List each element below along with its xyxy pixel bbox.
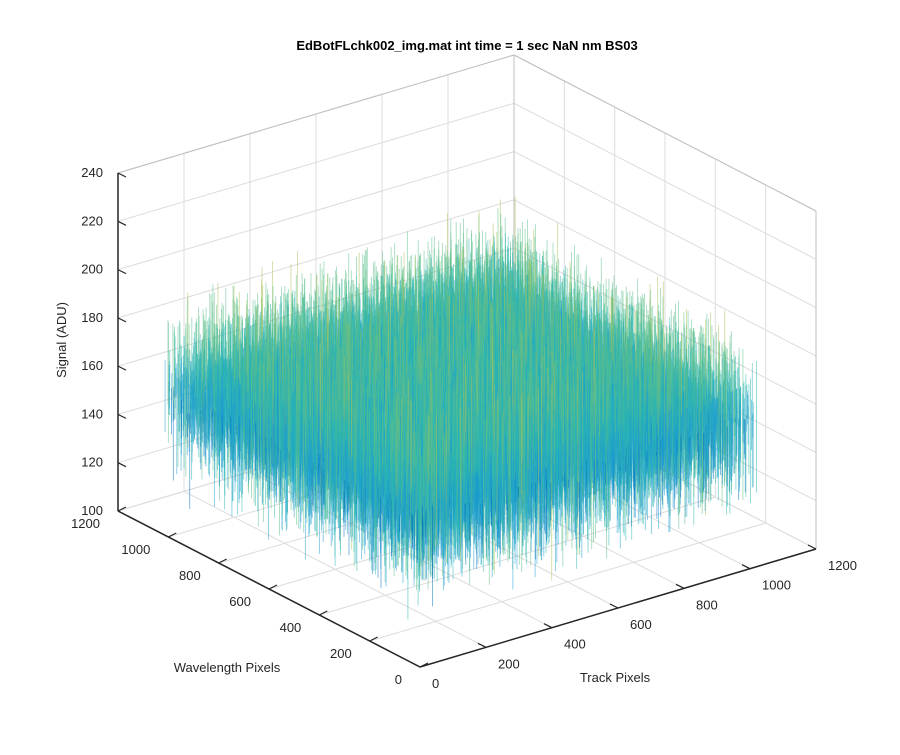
surface-layer [165, 197, 756, 620]
